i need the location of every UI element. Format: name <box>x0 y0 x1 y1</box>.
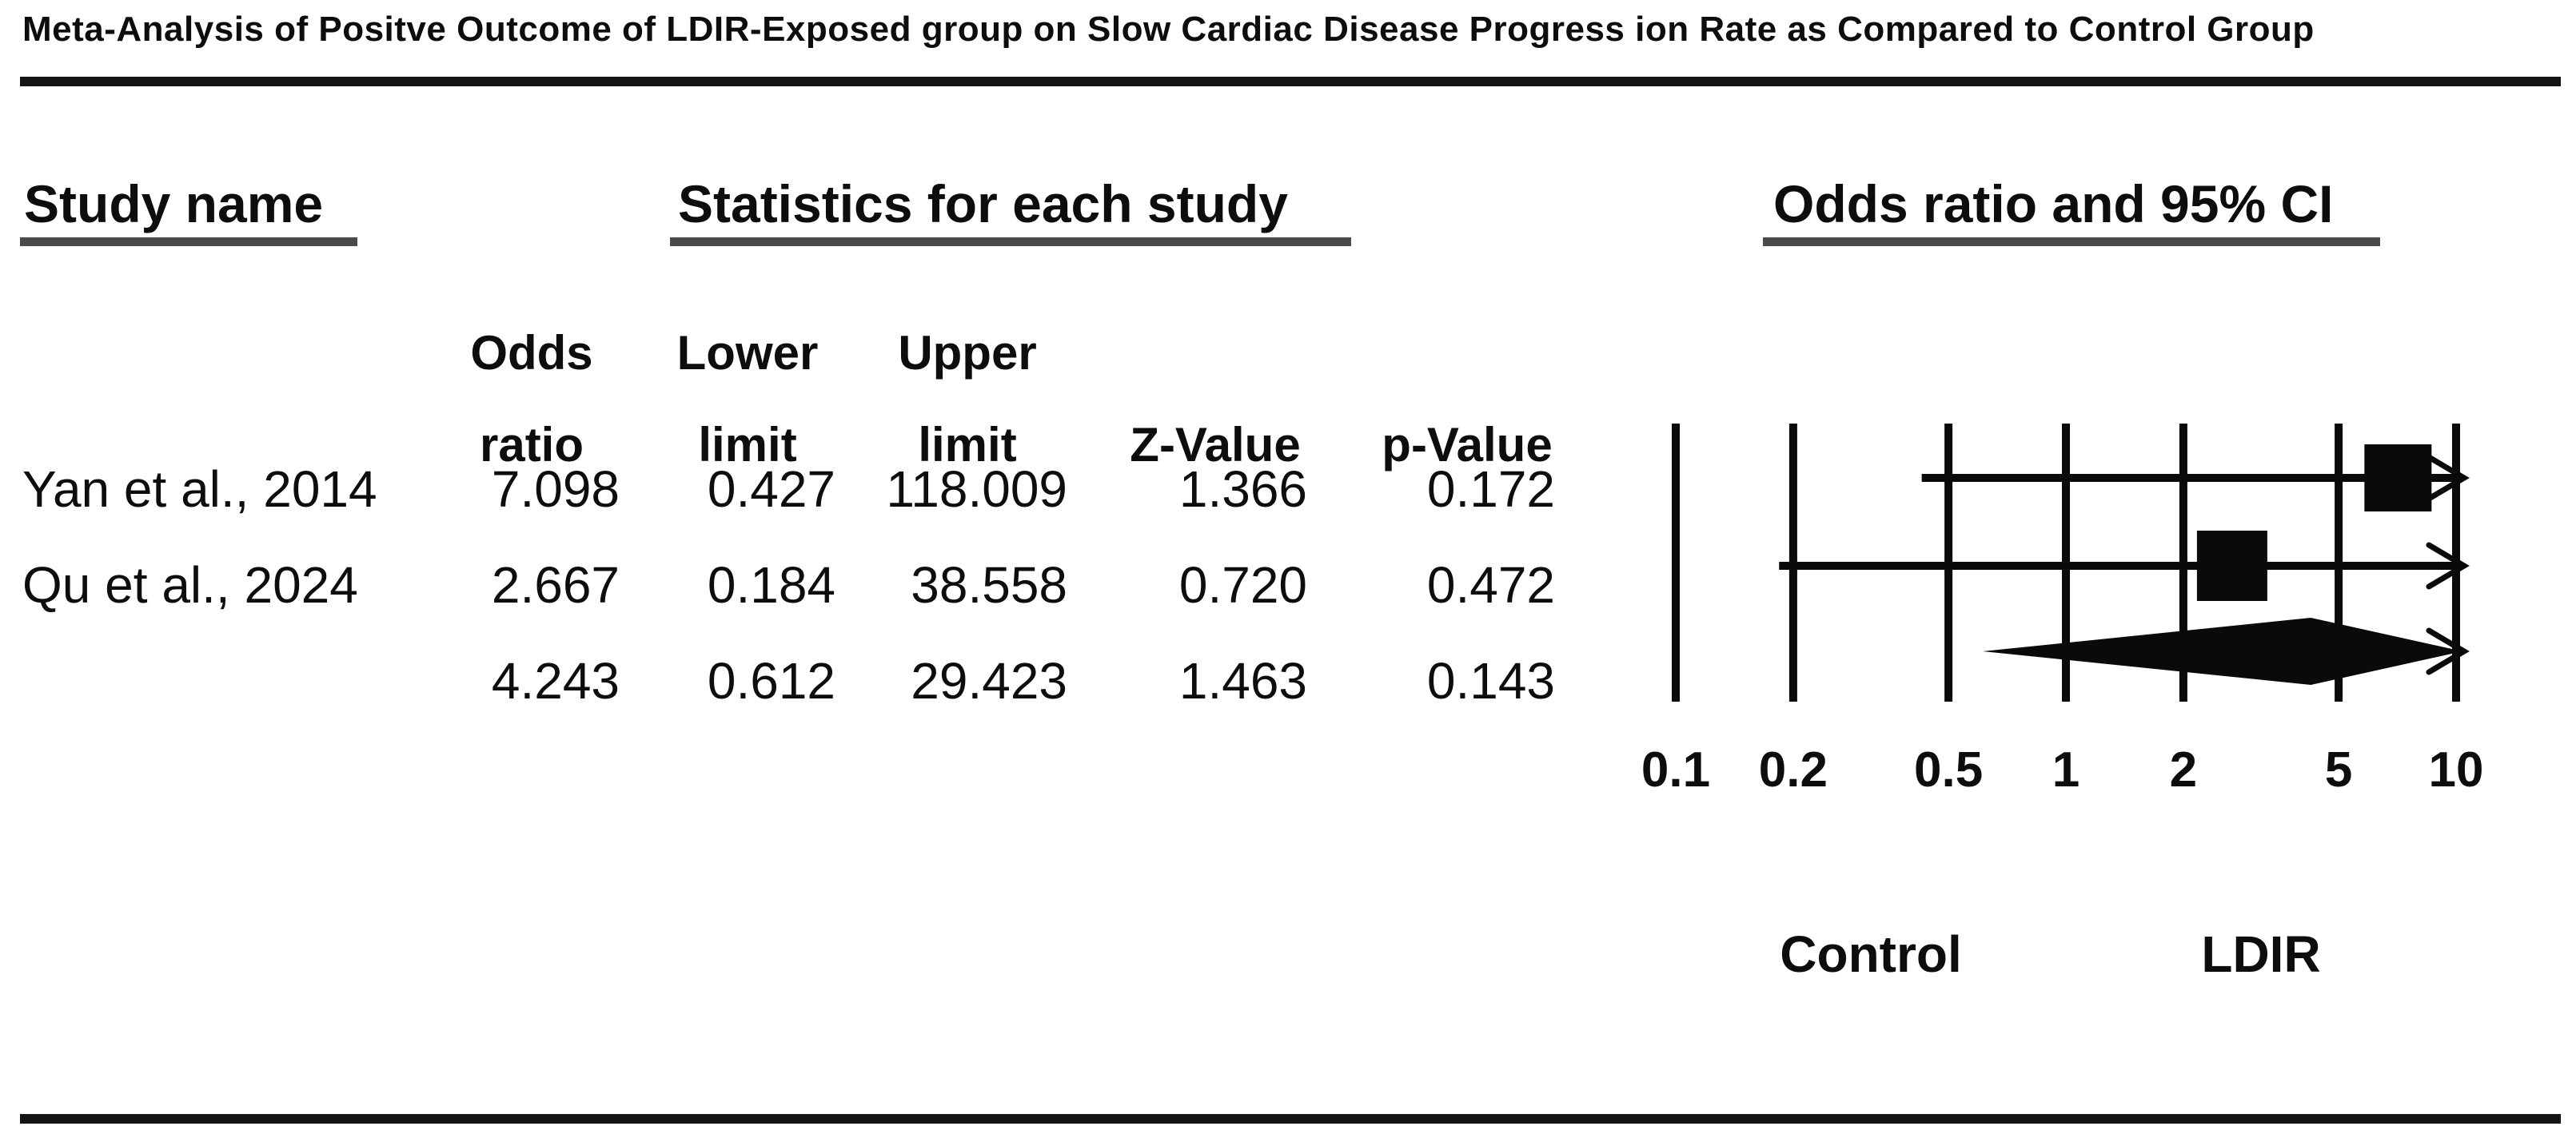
summary-diamond <box>1982 618 2462 685</box>
column-group-odds-ratio-ci: Odds ratio and 95% CI <box>1773 174 2334 233</box>
column-header-ratio: ratio <box>479 418 584 472</box>
title-rule <box>20 77 2561 86</box>
arrow-right-icon <box>2426 627 2470 675</box>
column-group-study-name: Study name <box>24 174 324 233</box>
column-header-upper: Upper <box>898 326 1037 380</box>
table-cell-p: 0.172 <box>1426 460 1555 518</box>
figure-title: Meta-Analysis of Positve Outcome of LDIR… <box>22 10 2315 49</box>
table-cell-z: 1.463 <box>1178 652 1307 710</box>
table-cell-upper: 29.423 <box>911 652 1067 710</box>
control-group-label: Control <box>1780 925 1962 983</box>
axis-tick-label: 0.5 <box>1913 742 1984 798</box>
table-cell-upper: 118.009 <box>886 460 1067 518</box>
study-name-underline <box>20 237 357 246</box>
study-name: Yan et al., 2014 <box>22 460 377 518</box>
column-header-odds: Odds <box>470 326 593 380</box>
table-cell-p: 0.143 <box>1426 652 1555 710</box>
table-cell-z: 1.366 <box>1178 460 1307 518</box>
bottom-rule <box>20 1114 2561 1124</box>
axis-tick-label: 5 <box>2324 742 2353 798</box>
ldir-group-label: LDIR <box>2201 925 2321 983</box>
arrow-right-icon <box>2426 542 2470 590</box>
axis-tick-label: 10 <box>2428 742 2484 798</box>
study-name: Qu et al., 2024 <box>22 556 358 614</box>
odds-ratio-ci-underline <box>1763 237 2380 246</box>
column-header-p-value: p-Value <box>1382 418 1553 472</box>
study-marker-square <box>2364 444 2432 511</box>
forest-plot-svg <box>1672 424 2470 702</box>
column-header-limit: limit <box>918 418 1017 472</box>
arrow-right-icon <box>2426 454 2470 502</box>
axis-tick-label: 1 <box>2052 742 2080 798</box>
column-header-z-value: Z-Value <box>1130 418 1301 472</box>
axis-tick-label: 2 <box>2169 742 2198 798</box>
table-cell-upper: 38.558 <box>911 556 1067 614</box>
table-cell-p: 0.472 <box>1426 556 1555 614</box>
table-cell-lower: 0.184 <box>707 556 835 614</box>
column-header-lower: Lower <box>676 326 819 380</box>
table-cell-lower: 0.427 <box>707 460 835 518</box>
study-marker-square <box>2196 531 2267 601</box>
table-cell-odds_ratio: 4.243 <box>491 652 620 710</box>
statistics-underline <box>670 237 1351 246</box>
axis-tick-label: 0.2 <box>1758 742 1828 798</box>
axis-tick-label: 0.1 <box>1641 742 1711 798</box>
column-group-statistics: Statistics for each study <box>678 174 1288 233</box>
table-cell-odds_ratio: 7.098 <box>491 460 620 518</box>
table-cell-z: 0.720 <box>1178 556 1307 614</box>
column-header-limit: limit <box>698 418 797 472</box>
table-cell-lower: 0.612 <box>707 652 835 710</box>
table-cell-odds_ratio: 2.667 <box>491 556 620 614</box>
